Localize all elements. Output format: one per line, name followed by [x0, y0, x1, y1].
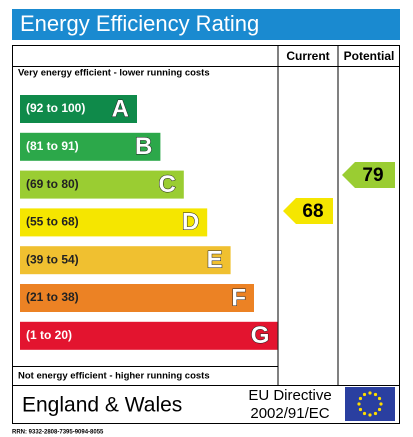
column-header: Current: [286, 49, 329, 63]
column-header: Potential: [344, 49, 395, 63]
bands: (92 to 100) A (81 to 91) B (69 to 80) C (55 to…: [20, 95, 278, 350]
band-bar: [20, 208, 208, 237]
top-note: Very energy efficient - lower running co…: [18, 68, 210, 79]
band-range: (81 to 91): [26, 139, 79, 153]
band-bar: [20, 284, 254, 312]
star: [373, 392, 378, 397]
band-range: (55 to 68): [26, 215, 79, 229]
directive: 2002/91/EC: [250, 405, 329, 422]
band-letter: D: [182, 209, 199, 236]
band-bar: [20, 170, 184, 199]
band-range: (39 to 54): [26, 252, 79, 266]
band-letter: A: [112, 95, 129, 122]
star: [362, 392, 367, 397]
potential-rating: 79: [362, 165, 383, 186]
title: Energy Efficiency Rating: [20, 11, 259, 36]
current-rating: 68: [302, 201, 323, 222]
band-letter: E: [207, 247, 223, 274]
footer-frame: [12, 385, 400, 424]
band-letter: C: [158, 171, 175, 198]
star: [362, 411, 367, 416]
band-range: (1 to 20): [26, 328, 72, 342]
band-letter: G: [251, 322, 270, 349]
band-bar: [20, 246, 231, 275]
star: [368, 391, 372, 395]
current-arrow: [283, 198, 333, 224]
star: [377, 396, 382, 401]
star: [368, 413, 372, 417]
potential-arrow: [342, 162, 395, 188]
band-range: (92 to 100): [26, 101, 85, 115]
star: [357, 402, 361, 406]
band-bar: [20, 132, 161, 161]
band-bar: [20, 95, 137, 123]
bottom-note: Not energy efficient - higher running co…: [18, 371, 210, 382]
star: [373, 411, 378, 416]
star: [358, 407, 363, 412]
directive: EU Directive: [248, 387, 331, 404]
band-range: (21 to 38): [26, 290, 79, 304]
star: [358, 396, 363, 401]
band-letter: B: [135, 133, 152, 160]
region: England & Wales: [22, 394, 182, 417]
star: [379, 402, 383, 406]
star: [377, 407, 382, 412]
band-range: (69 to 80): [26, 177, 79, 191]
rrn: RRN: 9332-2808-7395-9094-8055: [12, 430, 104, 436]
eu-stars: [357, 391, 383, 417]
band-letter: F: [231, 284, 246, 311]
title-bar: [12, 9, 400, 40]
band-bar: [20, 321, 278, 350]
